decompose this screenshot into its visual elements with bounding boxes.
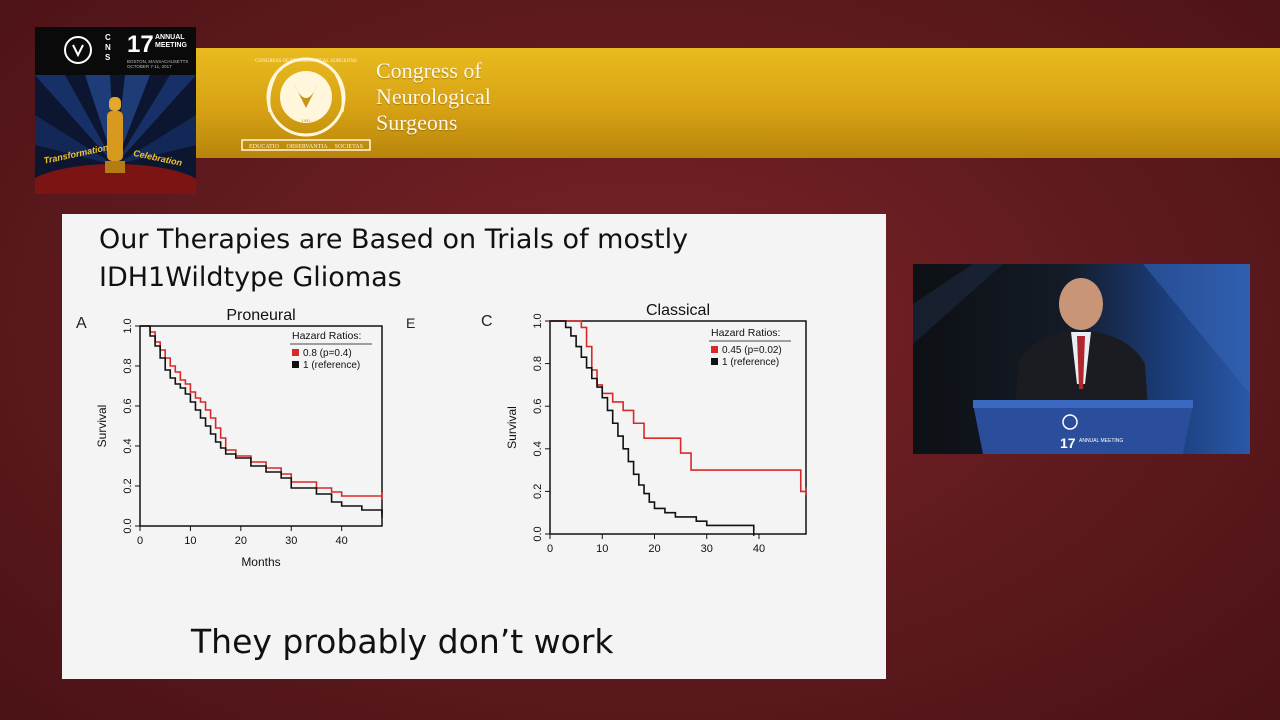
logo-year: 1951	[302, 118, 312, 123]
poster-cns-letters: C N S	[105, 33, 111, 62]
logo-motto-1: EDUCATIO	[249, 144, 280, 150]
legend-swatch	[292, 349, 299, 356]
survival-curve-red	[140, 325, 382, 497]
speaker-head	[1059, 278, 1103, 330]
legend-label: 1 (reference)	[303, 360, 360, 371]
x-tick-label: 40	[336, 535, 348, 547]
y-tick-label: 1.0	[122, 318, 134, 333]
legend-label: 0.45 (p=0.02)	[722, 345, 782, 356]
meeting-poster: C N S 17 ANNUAL MEETING BOSTON, MASSACHU…	[35, 27, 196, 194]
x-tick-label: 30	[285, 535, 297, 547]
y-tick-label: 0.6	[122, 398, 134, 413]
panel-letter-c: C	[481, 313, 493, 330]
poster-location: BOSTON, MASSACHUSETTS OCTOBER 7-11, 2017	[127, 59, 189, 69]
y-tick-label: 0.6	[532, 399, 544, 414]
y-tick-label: 0.8	[532, 356, 544, 371]
poster-spotlight-rays	[35, 75, 196, 194]
y-axis-label: Survival	[505, 406, 519, 449]
y-tick-label: 1.0	[532, 313, 544, 328]
x-tick-label: 20	[648, 543, 660, 555]
x-tick-label: 0	[547, 543, 553, 555]
organization-name: Congress of Neurological Surgeons	[376, 58, 491, 135]
x-axis-label: Months	[241, 555, 280, 569]
legend-title: Hazard Ratios:	[292, 330, 361, 342]
survival-curve-black	[550, 320, 755, 532]
y-tick-label: 0.4	[122, 438, 134, 453]
x-tick-label: 20	[235, 535, 247, 547]
logo-ring-text: CONGRESS OF NEUROLOGICAL SURGEONS	[255, 59, 357, 64]
proneural-survival-chart: Proneural 0 10 20 30 40 0.0 0.2 0.4 0.6 0.8 1.0 Surv…	[95, 307, 383, 569]
y-tick-label: 0.4	[532, 441, 544, 456]
podium	[973, 404, 1193, 454]
x-tick-label: 40	[753, 543, 765, 555]
logo-mottos: EDUCATIO OBSERVANTIA SOCIETAS	[249, 144, 363, 150]
legend-swatch	[711, 346, 718, 353]
legend-swatch	[292, 361, 299, 368]
y-axis-label: Survival	[95, 405, 109, 448]
legend-label: 1 (reference)	[722, 357, 779, 368]
y-tick-label: 0.2	[122, 478, 134, 493]
poster-header: C N S 17 ANNUAL MEETING BOSTON, MASSACHU…	[35, 27, 196, 75]
chart-title: Proneural	[226, 307, 295, 324]
oscar-statuette-icon	[109, 97, 121, 111]
panel-letter-a: A	[76, 315, 87, 332]
x-tick-label: 10	[596, 543, 608, 555]
slide-title: Our Therapies are Based on Trials of mos…	[99, 224, 689, 293]
poster-meeting-label: ANNUAL MEETING	[155, 34, 187, 49]
plot-frame	[549, 320, 807, 535]
survival-curve-black	[140, 325, 383, 514]
presentation-slide: Our Therapies are Based on Trials of mos…	[62, 214, 886, 679]
legend-title: Hazard Ratios:	[711, 327, 780, 339]
podium-number: 17	[1060, 435, 1076, 451]
survival-curve-red	[550, 320, 806, 493]
speaker-scene: 17 ANNUAL MEETING	[913, 264, 1250, 454]
podium-seal-icon	[1062, 414, 1078, 430]
cns-seal-icon	[64, 36, 92, 64]
panel-letter-e: E	[406, 315, 416, 331]
y-tick-label: 0.8	[122, 358, 134, 373]
classical-survival-chart: Classical 0 10 20 30 40 0.0 0.2 0.4 0.6 0.8 1.0 Surv…	[505, 302, 807, 555]
podium-label: ANNUAL MEETING	[1079, 438, 1123, 444]
speaker-video-feed: 17 ANNUAL MEETING	[913, 264, 1250, 454]
y-tick-label: 0.0	[532, 526, 544, 541]
chart-title: Classical	[646, 302, 710, 319]
y-tick-label: 0.0	[122, 518, 134, 533]
poster-meeting-number: 17	[127, 31, 154, 58]
cns-emblem-logo: EDUCATIO OBSERVANTIA SOCIETAS 1951 CONGR…	[241, 57, 371, 151]
x-tick-label: 0	[137, 535, 143, 547]
logo-motto-2: OBSERVANTIA	[287, 144, 329, 150]
x-tick-label: 10	[184, 535, 196, 547]
header-banner: EDUCATIO OBSERVANTIA SOCIETAS 1951 CONGR…	[196, 48, 1280, 158]
legend-label: 0.8 (p=0.4)	[303, 348, 352, 359]
y-tick-label: 0.2	[532, 484, 544, 499]
plot-frame	[139, 325, 383, 527]
legend-swatch	[711, 358, 718, 365]
slide-footer-text: They probably don’t work	[191, 622, 614, 661]
x-tick-label: 30	[701, 543, 713, 555]
logo-motto-3: SOCIETAS	[335, 144, 363, 150]
